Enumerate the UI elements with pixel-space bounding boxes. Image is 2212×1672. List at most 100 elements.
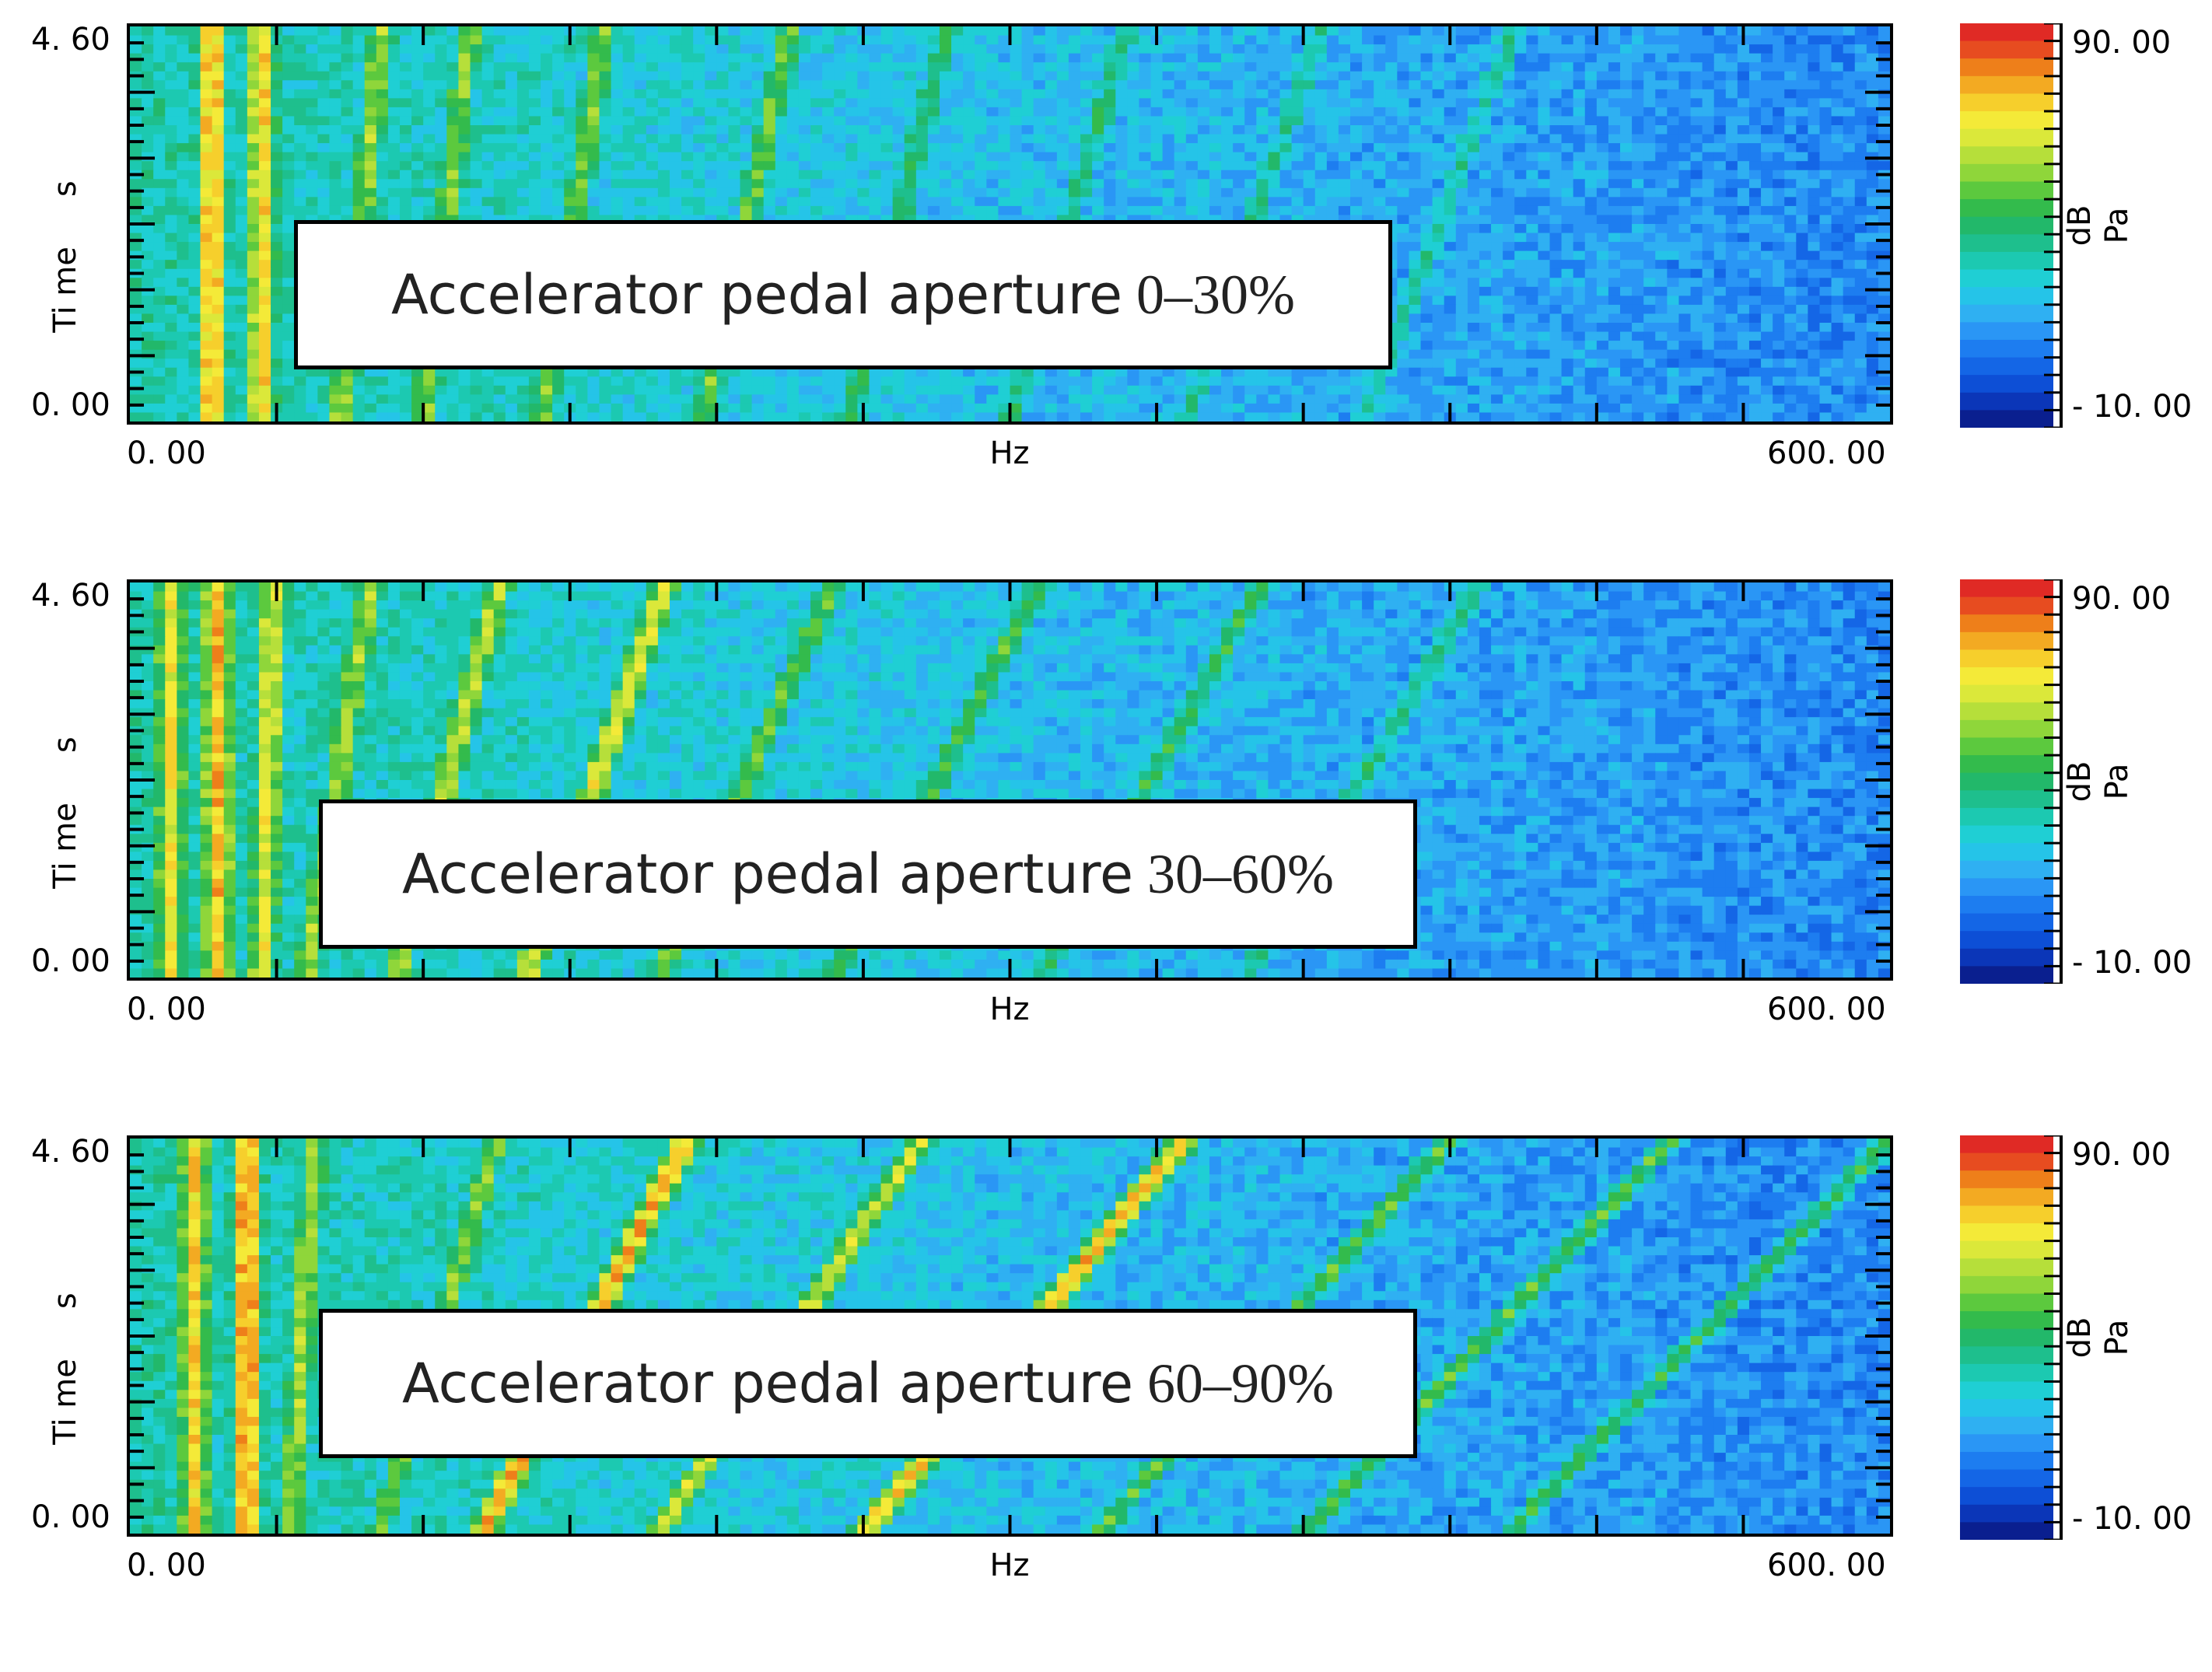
heatmap-cell [904, 35, 917, 45]
heatmap-cell [1573, 35, 1586, 45]
heatmap-cell [188, 71, 201, 81]
heatmap-cell [740, 62, 753, 72]
heatmap-cell [258, 53, 271, 63]
heatmap-cell [1221, 44, 1234, 54]
heatmap-cell [387, 53, 401, 63]
heatmap-cell [1104, 44, 1116, 54]
heatmap-cell [317, 26, 331, 37]
heatmap-cell [411, 53, 424, 63]
heatmap-cell [505, 62, 518, 72]
heatmap-cell [200, 35, 213, 45]
heatmap-cell [845, 62, 858, 72]
heatmap-cell [1150, 53, 1164, 63]
heatmap-cell [1737, 44, 1750, 54]
heatmap-cell [423, 53, 436, 63]
heatmap-cell [458, 62, 471, 72]
heatmap-cell [306, 44, 318, 54]
heatmap-cell [1397, 26, 1410, 37]
heatmap-cell [1784, 53, 1797, 63]
heatmap-cell [669, 44, 682, 54]
heatmap-cell [915, 53, 929, 63]
heatmap-cell [716, 62, 730, 72]
heatmap-cell [1139, 53, 1152, 63]
heatmap-cell [364, 53, 377, 63]
heatmap-cell [587, 62, 600, 72]
heatmap-cell [1878, 44, 1890, 54]
heatmap-cell [1526, 44, 1538, 54]
heatmap-cell [423, 44, 436, 54]
heatmap-cell [1549, 35, 1563, 45]
heatmap-cell [1455, 62, 1468, 72]
heatmap-cell [142, 26, 154, 37]
heatmap-cell [1350, 53, 1363, 63]
heatmap-cell [235, 62, 248, 72]
heatmap-cell [1596, 62, 1609, 72]
heatmap-cell [223, 35, 236, 45]
heatmap-cell [611, 35, 624, 45]
heatmap-cell [1033, 62, 1046, 72]
heatmap-cell [1291, 35, 1304, 45]
heatmap-cell [810, 26, 823, 37]
heatmap-cell [341, 26, 354, 37]
heatmap-cell [1748, 26, 1762, 37]
heatmap-cell [681, 26, 694, 37]
heatmap-cell [1632, 35, 1644, 45]
heatmap-cell [411, 44, 424, 54]
heatmap-cell [880, 44, 894, 54]
heatmap-cell [693, 53, 705, 63]
heatmap-cell [1092, 35, 1104, 45]
heatmap-cell [1362, 44, 1374, 54]
heatmap-cell [1139, 62, 1152, 72]
heatmap-cell [282, 44, 295, 54]
heatmap-cell [1291, 26, 1304, 37]
heatmap-cell [446, 35, 460, 45]
heatmap-cell [470, 44, 483, 54]
heatmap-cell [258, 26, 271, 37]
heatmap-cell [130, 62, 142, 72]
heatmap-cell [1761, 44, 1773, 54]
heatmap-cell [470, 53, 483, 63]
heatmap-cell [716, 35, 730, 45]
heatmap-cell [282, 26, 295, 37]
heatmap-cell [1643, 62, 1656, 72]
heatmap-cell [681, 35, 694, 45]
heatmap-cell [142, 35, 154, 45]
heatmap-cell [622, 62, 635, 72]
heatmap-cell [1162, 44, 1175, 54]
heatmap-cell [599, 26, 612, 37]
heatmap-cell [1350, 26, 1363, 37]
heatmap-cell [223, 53, 236, 63]
heatmap-cell [1678, 35, 1692, 45]
heatmap-cell [1561, 44, 1574, 54]
heatmap-cell [364, 44, 377, 54]
heatmap-cell [1233, 26, 1245, 37]
heatmap-cell [364, 71, 377, 81]
heatmap-cell [1185, 26, 1199, 37]
heatmap-cell [1326, 62, 1339, 72]
heatmap-cell [470, 26, 483, 37]
heatmap-cell [142, 71, 154, 81]
heatmap-cell [399, 35, 412, 45]
heatmap-cell [235, 53, 248, 63]
heatmap-cell [435, 44, 447, 54]
heatmap-cell [1796, 53, 1808, 63]
heatmap-cell [716, 26, 730, 37]
heatmap-cell [1596, 53, 1609, 63]
heatmap-cell [142, 53, 154, 63]
heatmap-cell [611, 53, 624, 63]
heatmap-cell [1549, 53, 1563, 63]
heatmap-cell [1503, 62, 1515, 72]
heatmap-cell [1409, 35, 1422, 45]
heatmap-cell [1174, 44, 1187, 54]
heatmap-cell [1655, 62, 1668, 72]
heatmap-cell [200, 26, 213, 37]
heatmap-cell [1620, 62, 1633, 72]
heatmap-cell [1713, 62, 1727, 72]
heatmap-cell [1796, 26, 1808, 37]
heatmap-cell [1854, 62, 1867, 72]
heatmap-cell [1854, 26, 1867, 37]
heatmap-cell [1397, 44, 1410, 54]
heatmap-cell [892, 26, 905, 37]
heatmap-cell [599, 35, 612, 45]
heatmap-cell [1819, 35, 1832, 45]
